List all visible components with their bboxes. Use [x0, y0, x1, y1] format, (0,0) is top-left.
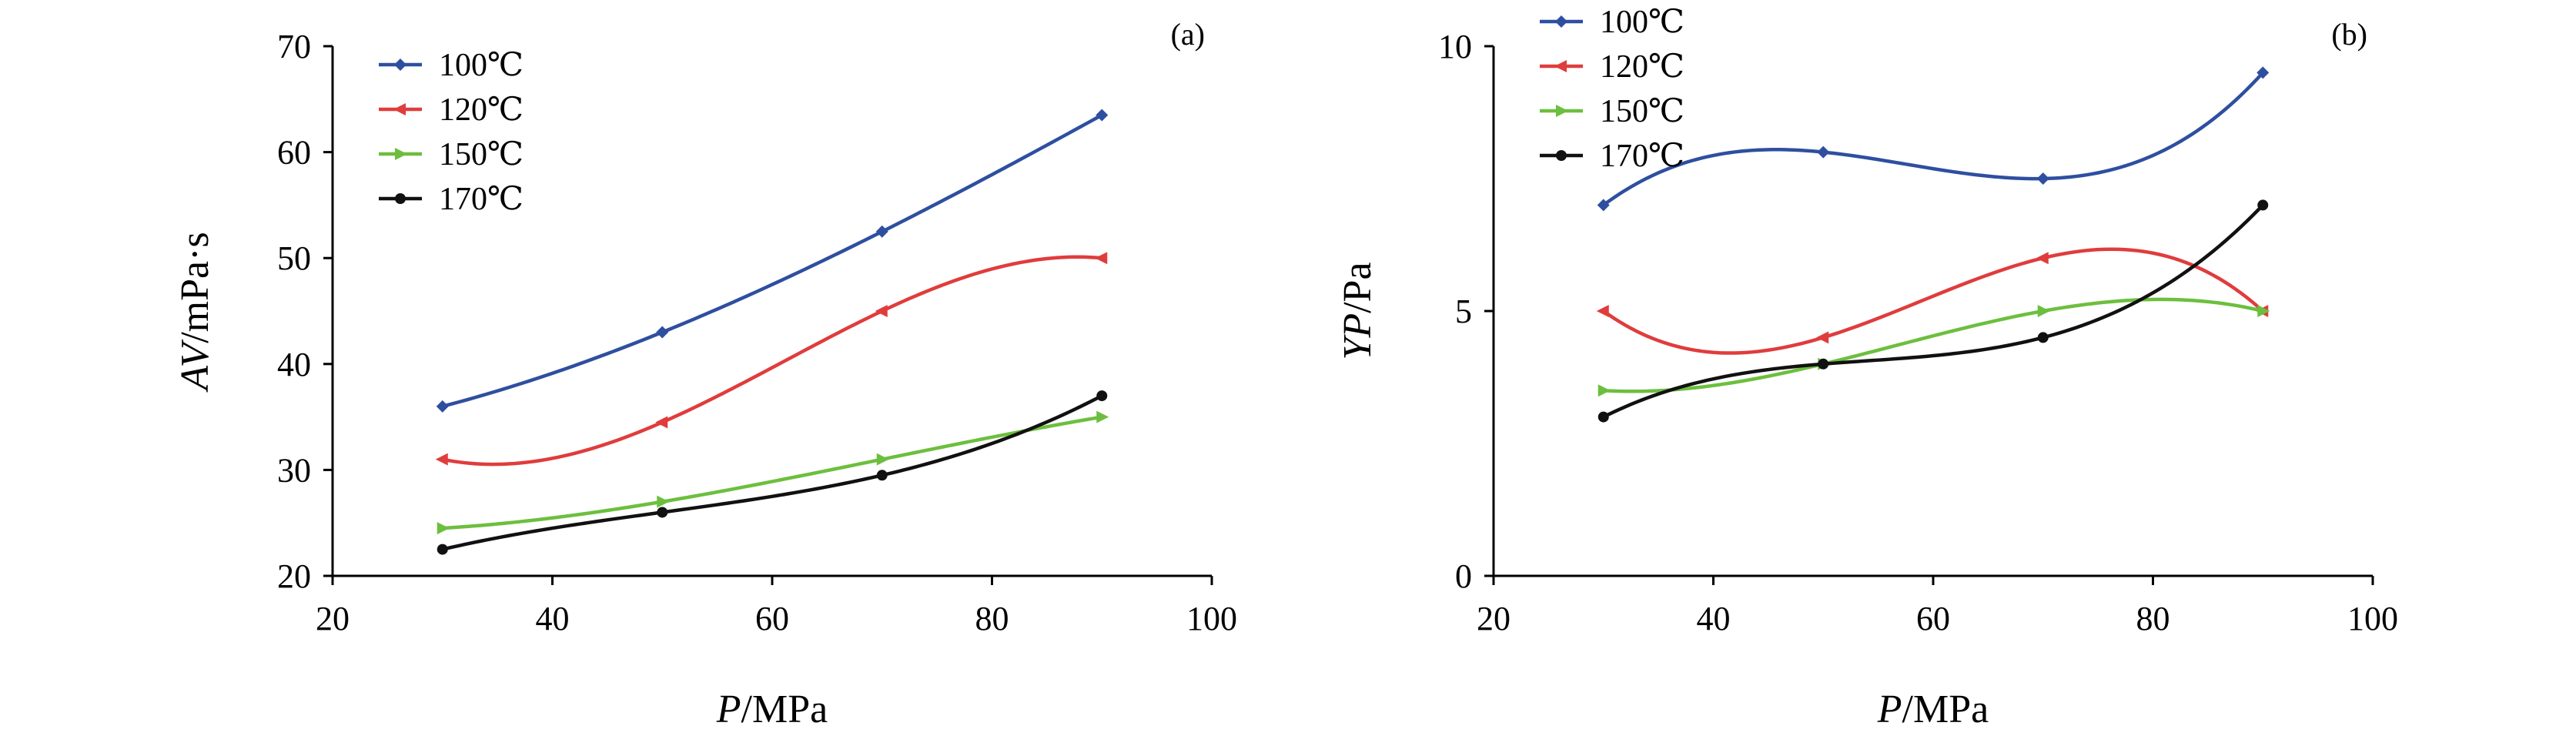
legend-marker [395, 148, 407, 160]
x-tick-label: 80 [975, 600, 1009, 637]
data-point [876, 470, 888, 481]
legend-label: 100℃ [439, 48, 524, 83]
x-tick-label: 60 [1916, 600, 1950, 637]
legend-label: 100℃ [1600, 5, 1684, 40]
data-point [1818, 358, 1829, 370]
data-point [1597, 384, 1611, 397]
data-point [655, 416, 668, 429]
panel-label: (b) [2331, 17, 2367, 52]
data-point [876, 453, 889, 466]
data-point [1096, 410, 1109, 423]
data-point [657, 495, 670, 508]
series-fit-curve [442, 394, 1103, 551]
data-point [2036, 172, 2049, 185]
series-fit-curve [1602, 71, 2264, 207]
y-tick-label: 5 [1455, 293, 1472, 330]
x-axis-title: P/MPa [1877, 687, 1989, 731]
legend-marker [394, 59, 406, 71]
panel-label: (a) [1171, 17, 1205, 52]
legend-label: 170℃ [1600, 139, 1684, 174]
y-tick-label: 20 [277, 557, 311, 595]
x-tick-label: 20 [1477, 600, 1510, 637]
data-point [2257, 199, 2269, 211]
legend-label: 170℃ [439, 182, 524, 217]
data-point [1597, 411, 1609, 423]
x-axis-title: P/MPa [716, 687, 828, 731]
chart-panel-a: 20 40 60 80 100 20 30 40 50 60 70 P/MPa AV/mPa·s (a) 1… [173, 17, 1237, 731]
data-point [657, 507, 668, 518]
series-fit-curve [1602, 247, 2264, 355]
series-fit-curve [1602, 203, 2264, 419]
data-point [1596, 305, 1609, 317]
data-point [1816, 331, 1829, 344]
x-tick-label: 100 [2347, 600, 2398, 637]
legend-label: 120℃ [439, 92, 524, 128]
y-tick-label: 30 [277, 451, 311, 489]
y-tick-label: 40 [277, 346, 311, 383]
legend-marker [1556, 105, 1568, 117]
data-point [1096, 390, 1108, 402]
data-point [1096, 109, 1109, 122]
series-fit-curve [442, 415, 1102, 530]
series-fit-curve [1603, 297, 2263, 393]
data-point [2036, 252, 2049, 265]
x-tick-label: 20 [316, 600, 350, 637]
y-axis-title: AV/mPa·s [173, 232, 217, 392]
x-tick-label: 40 [1697, 600, 1731, 637]
legend-marker [1555, 15, 1567, 28]
legend-marker [1556, 150, 1567, 161]
chart-panel-b: 20 40 60 80 100 0 5 10 P/MPa YP/Pa (b) 100℃ 120℃ 150℃… [1336, 5, 2398, 731]
y-tick-label: 50 [277, 239, 311, 277]
data-point [1095, 252, 1108, 265]
legend-label: 150℃ [1600, 94, 1684, 129]
y-tick-label: 60 [277, 134, 311, 172]
legend-marker [393, 103, 406, 115]
data-point [2257, 66, 2270, 79]
x-tick-label: 40 [536, 600, 570, 637]
x-tick-label: 60 [755, 600, 789, 637]
data-point [2037, 305, 2050, 317]
data-point [2037, 332, 2049, 343]
y-axis-title: YP/Pa [1336, 262, 1380, 360]
data-point [2257, 305, 2270, 317]
data-point [1817, 146, 1830, 159]
legend-marker [395, 193, 406, 204]
data-point [656, 326, 669, 339]
legend-label: 120℃ [1600, 49, 1684, 85]
data-point [436, 400, 449, 413]
x-tick-label: 80 [2136, 600, 2170, 637]
data-point [1597, 199, 1610, 212]
legend-label: 150℃ [439, 137, 524, 172]
data-point [875, 305, 888, 317]
y-tick-label: 70 [277, 28, 311, 65]
data-point [875, 225, 888, 238]
data-point [435, 453, 448, 466]
y-tick-label: 10 [1438, 28, 1472, 65]
data-point [437, 522, 450, 535]
legend-marker [1554, 60, 1567, 72]
series-fit-curve [442, 113, 1103, 409]
y-tick-label: 0 [1455, 557, 1472, 595]
series-fit-curve [442, 255, 1102, 467]
data-point [437, 544, 448, 555]
x-tick-label: 100 [1186, 600, 1237, 637]
